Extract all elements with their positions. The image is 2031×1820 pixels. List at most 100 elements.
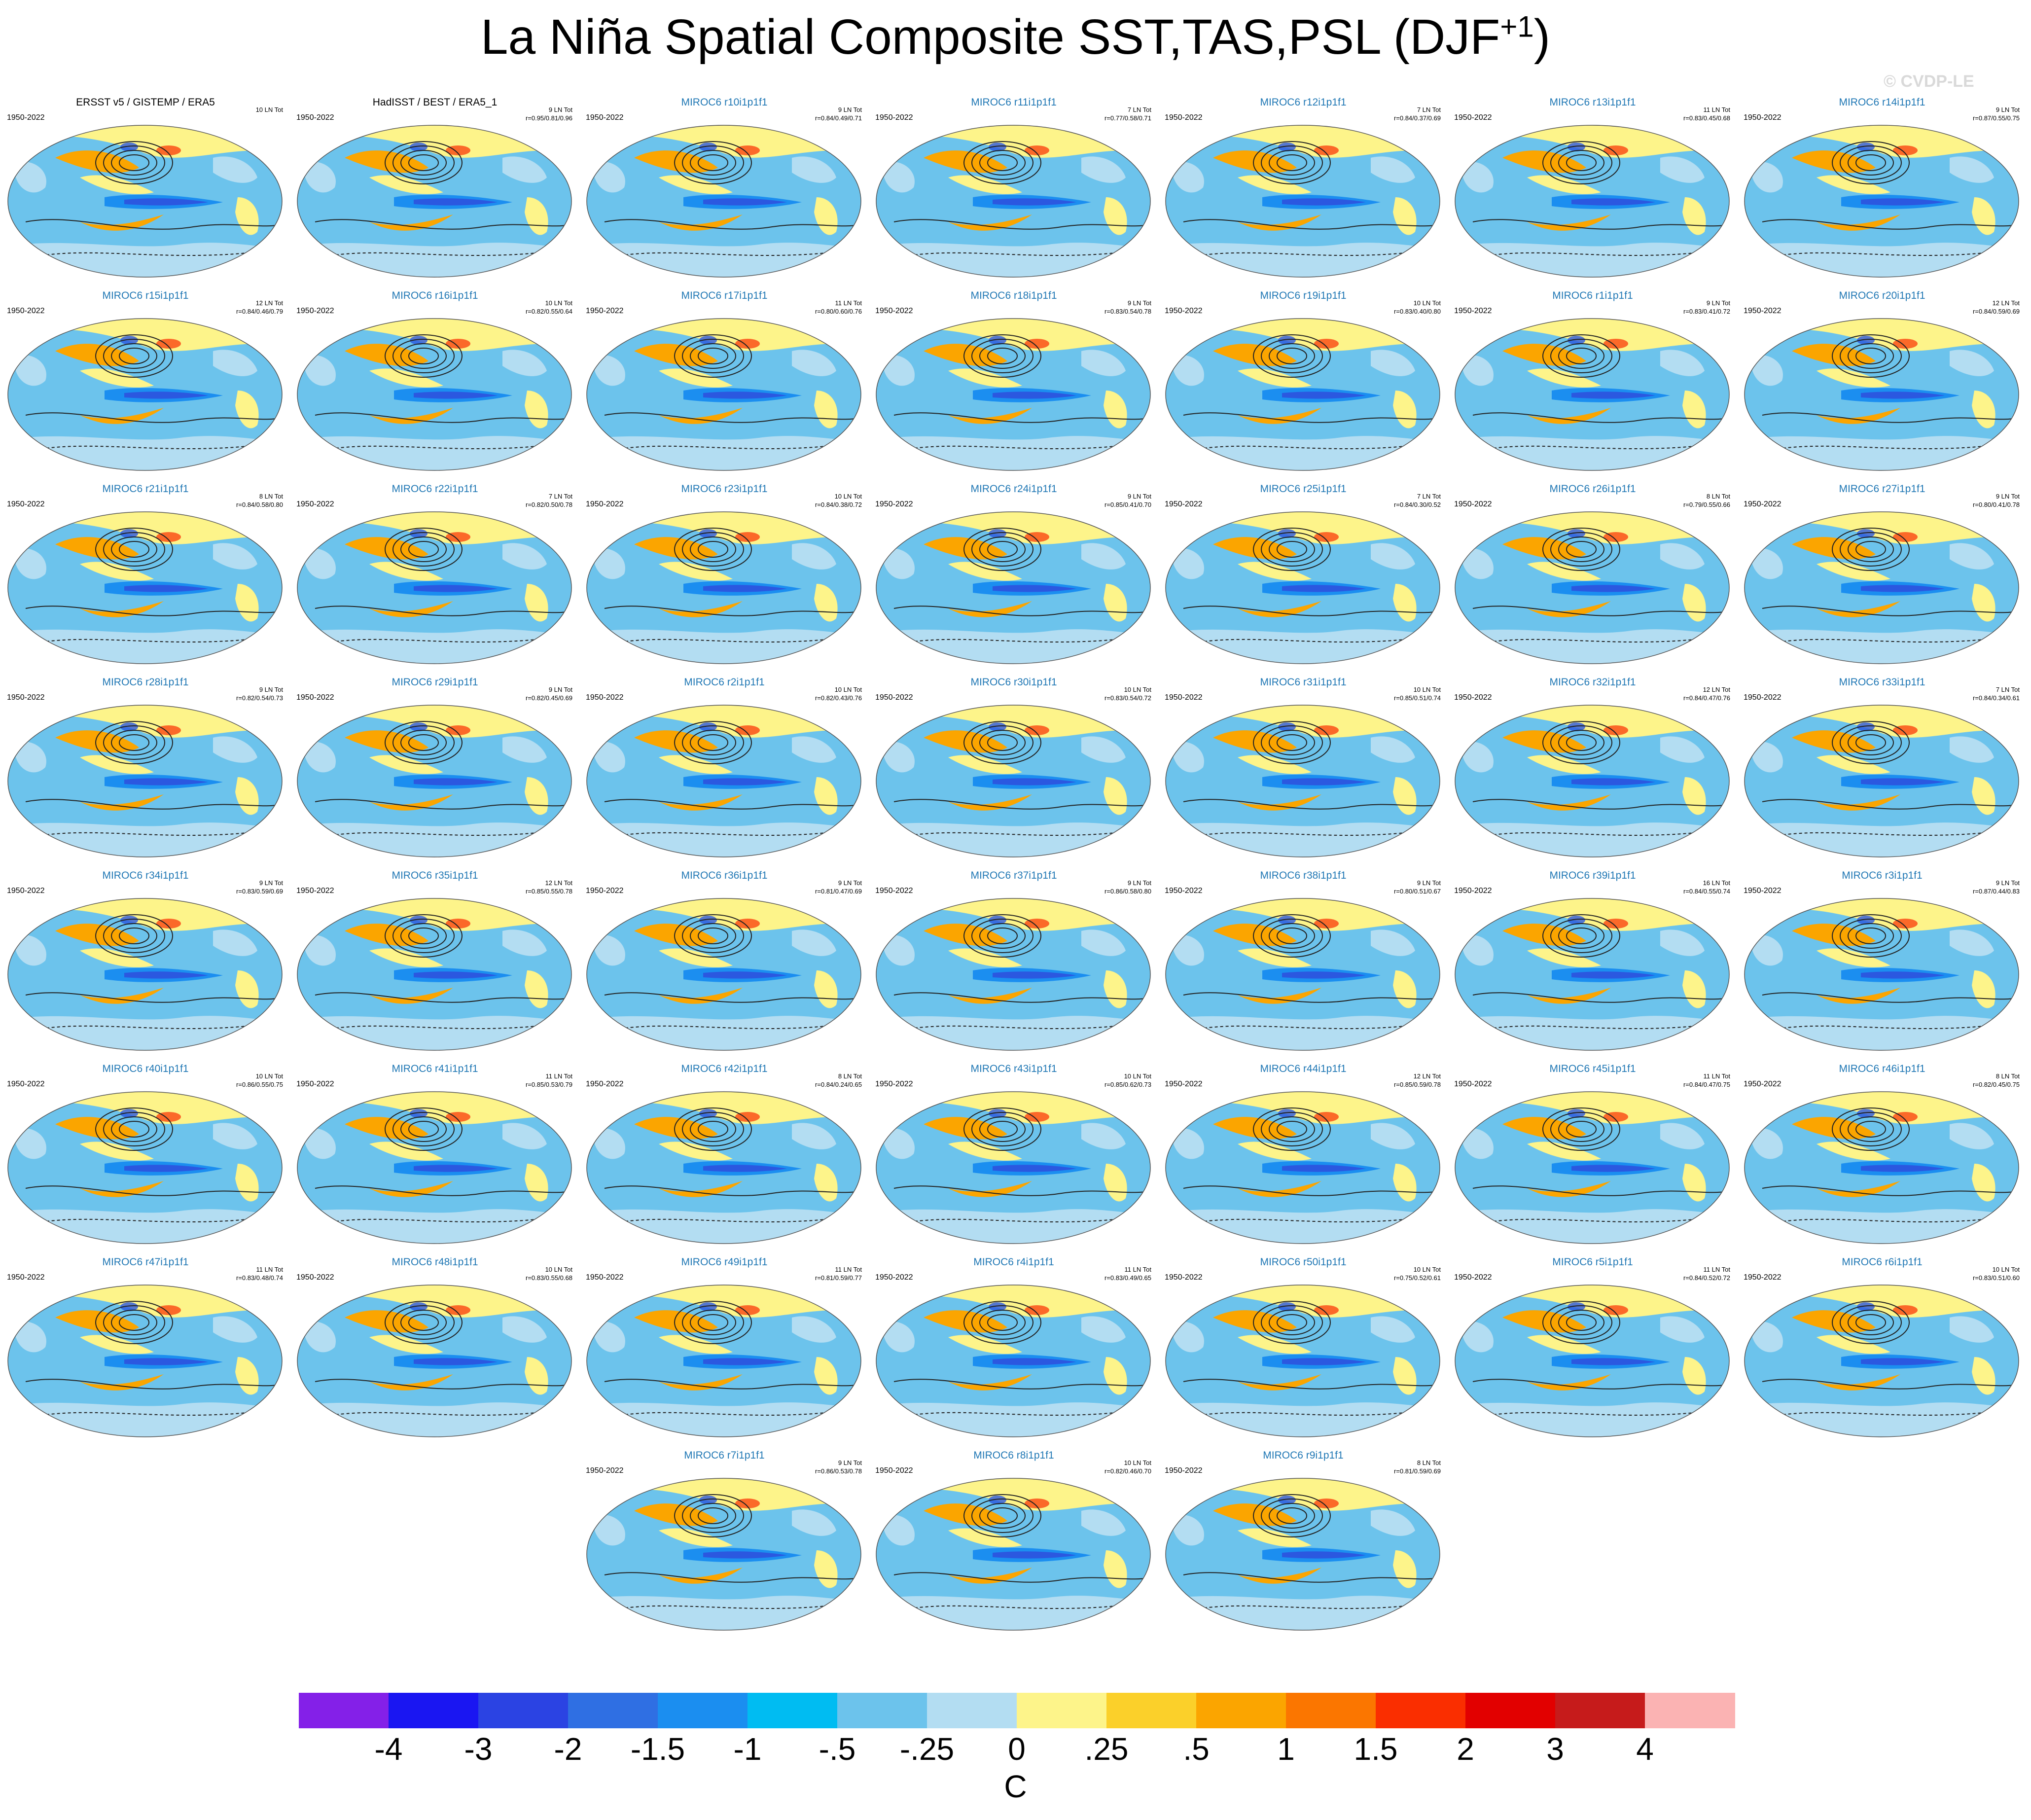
sst-anomaly-field [8, 705, 282, 857]
map-panel: MIROC6 r21i1p1f1 1950-2022 8 LN Tot r=0.84/… [3, 480, 288, 669]
panel-correlation: r=0.84/0.47/0.76 [1683, 694, 1730, 702]
panel-title: ERSST v5 / GISTEMP / ERA5 [76, 97, 215, 108]
map-panel: MIROC6 r24i1p1f1 1950-2022 9 LN Tot r=0.85/… [871, 480, 1156, 669]
sst-anomaly-field [8, 898, 282, 1050]
panel-period: 1950-2022 [875, 113, 913, 122]
sst-anomaly-field [587, 898, 861, 1050]
panel-correlation: r=0.82/0.55/0.64 [525, 308, 572, 315]
map-panel: MIROC6 r7i1p1f1 1950-2022 9 LN Tot r=0.86/0… [582, 1447, 867, 1635]
panel-title: MIROC6 r2i1p1f1 [684, 677, 765, 688]
panel-period: 1950-2022 [586, 1466, 624, 1475]
panel-correlation: r=0.84/0.38/0.72 [815, 501, 862, 508]
sst-anomaly-field [587, 319, 861, 470]
panel-stats: 7 LN Tot r=0.84/0.37/0.69 [1394, 106, 1441, 122]
colorbar-segment [658, 1693, 748, 1728]
panel-period: 1950-2022 [1454, 1080, 1492, 1088]
panel-period: 1950-2022 [1744, 113, 1782, 122]
map [7, 898, 283, 1051]
map-panel: MIROC6 r33i1p1f1 1950-2022 7 LN Tot r=0.84/… [1740, 674, 2025, 862]
panel-stats: 10 LN Tot r=0.84/0.38/0.72 [815, 492, 862, 509]
map [1165, 1091, 1440, 1244]
colorbar-tick-label: -1 [733, 1731, 762, 1767]
panel-event-count: 12 LN Tot [255, 299, 283, 307]
panel-stats: 10 LN Tot r=0.85/0.51/0.74 [1394, 685, 1441, 702]
panel-title: MIROC6 r19i1p1f1 [1260, 290, 1347, 301]
title-main: La Niña Spatial Composite SST,TAS,PSL (D… [480, 9, 1500, 65]
panel-title: MIROC6 r35i1p1f1 [392, 870, 478, 881]
map [1165, 1478, 1440, 1631]
panel-event-count: 9 LN Tot [1995, 493, 2020, 500]
panel-event-count: 10 LN Tot [1992, 1266, 2020, 1273]
panel-event-count: 7 LN Tot [1417, 106, 1441, 113]
panel-correlation: r=0.81/0.47/0.69 [815, 888, 862, 895]
sst-anomaly-field [297, 1285, 571, 1437]
panel-stats: 10 LN Tot r=0.82/0.55/0.64 [526, 299, 572, 316]
panel-event-count: 9 LN Tot [548, 106, 572, 113]
panel-period: 1950-2022 [875, 500, 913, 508]
sst-anomaly-field [587, 1478, 861, 1630]
map [7, 125, 283, 278]
panel-period: 1950-2022 [875, 693, 913, 702]
colorbar-segment [568, 1693, 658, 1728]
panel-event-count: 8 LN Tot [259, 493, 283, 500]
panel-title: MIROC6 r20i1p1f1 [1839, 290, 1925, 301]
panel-stats: 11 LN Tot r=0.83/0.49/0.65 [1105, 1265, 1151, 1282]
panel-event-count: 9 LN Tot [259, 879, 283, 887]
panel-period: 1950-2022 [586, 693, 624, 702]
panel-stats: 9 LN Tot r=0.83/0.41/0.72 [1683, 299, 1730, 316]
colorbar-segment [1196, 1693, 1286, 1728]
map-panel: MIROC6 r28i1p1f1 1950-2022 9 LN Tot r=0.82/… [3, 674, 288, 862]
panel-stats: 9 LN Tot r=0.80/0.41/0.78 [1973, 492, 2020, 509]
panel-period: 1950-2022 [7, 1273, 45, 1282]
panel-title: MIROC6 r49i1p1f1 [681, 1256, 768, 1268]
panel-event-count: 9 LN Tot [1127, 299, 1151, 307]
map-panel: MIROC6 r50i1p1f1 1950-2022 10 LN Tot r=0.75… [1161, 1253, 1446, 1442]
panel-stats: 10 LN Tot r=0.86/0.55/0.75 [236, 1072, 283, 1089]
sst-anomaly-field [876, 1092, 1150, 1244]
panel-stats: 11 LN Tot r=0.85/0.53/0.79 [526, 1072, 572, 1089]
panel-event-count: 8 LN Tot [1995, 1072, 2020, 1080]
map-panel: MIROC6 r16i1p1f1 1950-2022 10 LN Tot r=0.82… [292, 287, 577, 475]
panel-event-count: 12 LN Tot [1992, 299, 2020, 307]
panel-stats: 7 LN Tot r=0.77/0.58/0.71 [1105, 106, 1151, 122]
panel-title: MIROC6 r21i1p1f1 [102, 483, 189, 495]
panel-title: MIROC6 r23i1p1f1 [681, 483, 768, 495]
panel-stats: 12 LN Tot r=0.84/0.59/0.69 [1973, 299, 2020, 316]
map [586, 705, 861, 857]
map-panel: MIROC6 r29i1p1f1 1950-2022 9 LN Tot r=0.82/… [292, 674, 577, 862]
panel-title: MIROC6 r30i1p1f1 [970, 677, 1057, 688]
panel-title: MIROC6 r38i1p1f1 [1260, 870, 1347, 881]
map [586, 318, 861, 471]
map-panel: MIROC6 r40i1p1f1 1950-2022 10 LN Tot r=0.86… [3, 1060, 288, 1249]
map [297, 1285, 572, 1437]
panel-period: 1950-2022 [296, 1080, 334, 1088]
panel-stats: 8 LN Tot r=0.82/0.45/0.75 [1973, 1072, 2020, 1089]
panel-title: MIROC6 r16i1p1f1 [392, 290, 478, 301]
panel-event-count: 9 LN Tot [1706, 299, 1730, 307]
map-panel: MIROC6 r49i1p1f1 1950-2022 11 LN Tot r=0.81… [582, 1253, 867, 1442]
sst-anomaly-field [297, 1092, 571, 1244]
map [586, 898, 861, 1051]
panel-stats: 10 LN Tot r=0.83/0.55/0.68 [526, 1265, 572, 1282]
map [1455, 705, 1730, 857]
map [1744, 1285, 2019, 1437]
panel-event-count: 9 LN Tot [1995, 879, 2020, 887]
sst-anomaly-field [876, 1285, 1150, 1437]
colorbar-tick-label: 1.5 [1354, 1731, 1398, 1767]
colorbar-segment [478, 1693, 569, 1728]
sst-anomaly-field [876, 125, 1150, 277]
map-panel: MIROC6 r22i1p1f1 1950-2022 7 LN Tot r=0.82/… [292, 480, 577, 669]
map [1455, 1091, 1730, 1244]
panel-title: MIROC6 r25i1p1f1 [1260, 483, 1347, 495]
panel-event-count: 12 LN Tot [1413, 1072, 1441, 1080]
panel-event-count: 9 LN Tot [548, 686, 572, 693]
panel-title: MIROC6 r5i1p1f1 [1552, 1256, 1633, 1268]
map [1455, 898, 1730, 1051]
map-panel: MIROC6 r23i1p1f1 1950-2022 10 LN Tot r=0.84… [582, 480, 867, 669]
panel-stats: 10 LN Tot r=0.83/0.40/0.80 [1394, 299, 1441, 316]
map-panel: MIROC6 r47i1p1f1 1950-2022 11 LN Tot r=0.83… [3, 1253, 288, 1442]
panel-period: 1950-2022 [296, 113, 334, 122]
panel-correlation: r=0.83/0.40/0.80 [1393, 308, 1441, 315]
map-panel: MIROC6 r34i1p1f1 1950-2022 9 LN Tot r=0.83/… [3, 867, 288, 1055]
map [1165, 511, 1440, 664]
